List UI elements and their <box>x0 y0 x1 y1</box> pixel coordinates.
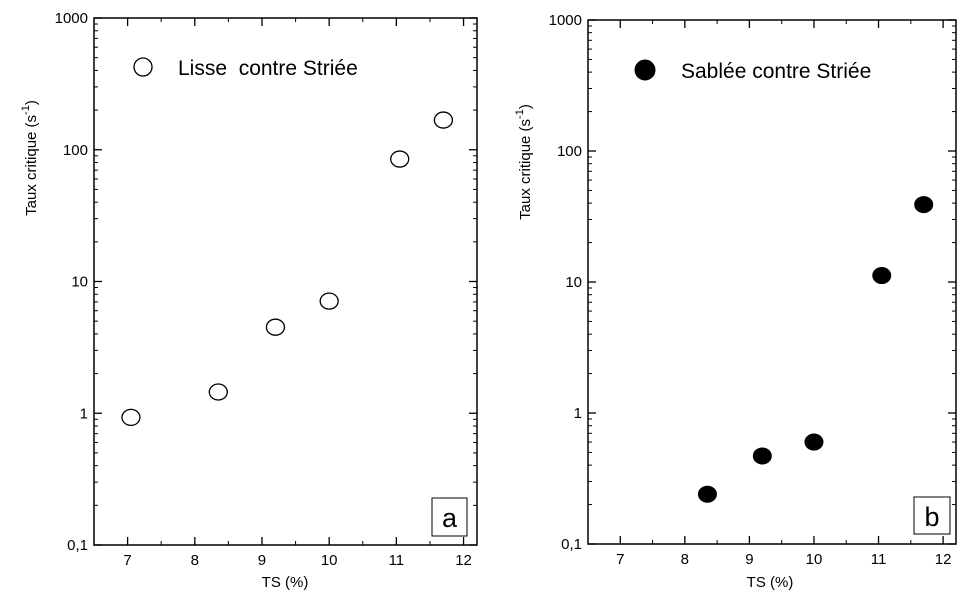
data-points <box>697 196 934 503</box>
x-axis-title: TS (%) <box>262 574 309 591</box>
data-point <box>390 150 410 168</box>
y-axis: 0,1 1 10 100 1000 <box>55 10 477 554</box>
data-point <box>208 383 228 401</box>
x-tick-label: 11 <box>389 552 405 569</box>
x-axis-title: TS (%) <box>747 574 794 591</box>
legend-marker <box>634 59 656 81</box>
panel-a: 0,1 1 10 100 1000 7 8 9 10 11 12 Lisse contre Str… <box>20 10 478 591</box>
y-tick-label: 1 <box>574 405 582 422</box>
y-tick-label: 10 <box>71 274 88 291</box>
legend: Sablée contre Striée <box>634 59 871 83</box>
x-tick-label: 10 <box>806 551 823 568</box>
x-tick-label: 8 <box>191 552 199 569</box>
y-tick-label: 0,1 <box>561 536 582 553</box>
data-point <box>121 408 141 427</box>
y-axis: 0,1 1 10 100 1000 <box>549 12 956 553</box>
data-point <box>752 447 772 465</box>
data-point <box>319 292 339 310</box>
data-point <box>872 267 892 285</box>
y-tick-label: 1 <box>80 405 88 422</box>
data-point <box>804 433 824 451</box>
legend-marker <box>133 57 153 77</box>
panel-tag: b <box>913 496 951 535</box>
x-tick-label: 7 <box>616 551 624 568</box>
data-point <box>433 111 454 129</box>
x-tick-label: 12 <box>935 551 952 568</box>
legend: Lisse contre Striée <box>133 57 358 80</box>
y-tick-label: 1000 <box>549 12 582 29</box>
y-tick-label: 100 <box>63 142 88 159</box>
y-axis-title-close: ) <box>517 104 534 109</box>
panel-b: 0,1 1 10 100 1000 7 8 9 10 11 12 Sablée contre St… <box>514 12 957 591</box>
data-point <box>914 196 934 214</box>
data-point <box>265 318 286 336</box>
x-axis: 7 8 9 10 11 12 <box>616 20 951 568</box>
x-tick-label: 10 <box>321 552 338 569</box>
x-tick-label: 7 <box>123 552 131 569</box>
data-point <box>697 485 717 503</box>
y-tick-label: 0,1 <box>67 537 88 554</box>
y-tick-label: 10 <box>565 274 582 291</box>
legend-label: Sablée contre Striée <box>681 60 871 83</box>
y-axis-title-sup: -1 <box>514 109 526 119</box>
data-points <box>121 111 454 427</box>
x-axis: 7 8 9 10 11 12 <box>123 18 472 569</box>
y-axis-title-close: ) <box>23 100 40 105</box>
y-tick-label: 100 <box>557 143 582 160</box>
y-axis-title: Taux critique (s-1) <box>514 104 534 220</box>
legend-label: Lisse contre Striée <box>178 57 358 80</box>
panel-tag-label: b <box>924 502 939 532</box>
x-tick-label: 12 <box>455 552 472 569</box>
panel-tag-box <box>913 496 951 535</box>
y-axis-title-sup: -1 <box>20 105 32 115</box>
x-tick-label: 8 <box>681 551 689 568</box>
x-tick-label: 9 <box>258 552 266 569</box>
y-axis-title-main: Taux critique (s <box>23 115 40 216</box>
plot-frame <box>587 19 957 545</box>
panel-tag-label: a <box>442 503 458 533</box>
y-tick-label: 1000 <box>55 10 88 27</box>
plot-frame <box>93 17 478 546</box>
x-tick-label: 9 <box>745 551 753 568</box>
panel-tag-box <box>431 497 468 537</box>
panel-tag: a <box>431 497 468 537</box>
y-axis-title-main: Taux critique (s <box>517 119 534 220</box>
y-axis-title: Taux critique (s-1) <box>20 100 40 216</box>
x-tick-label: 11 <box>871 551 887 568</box>
